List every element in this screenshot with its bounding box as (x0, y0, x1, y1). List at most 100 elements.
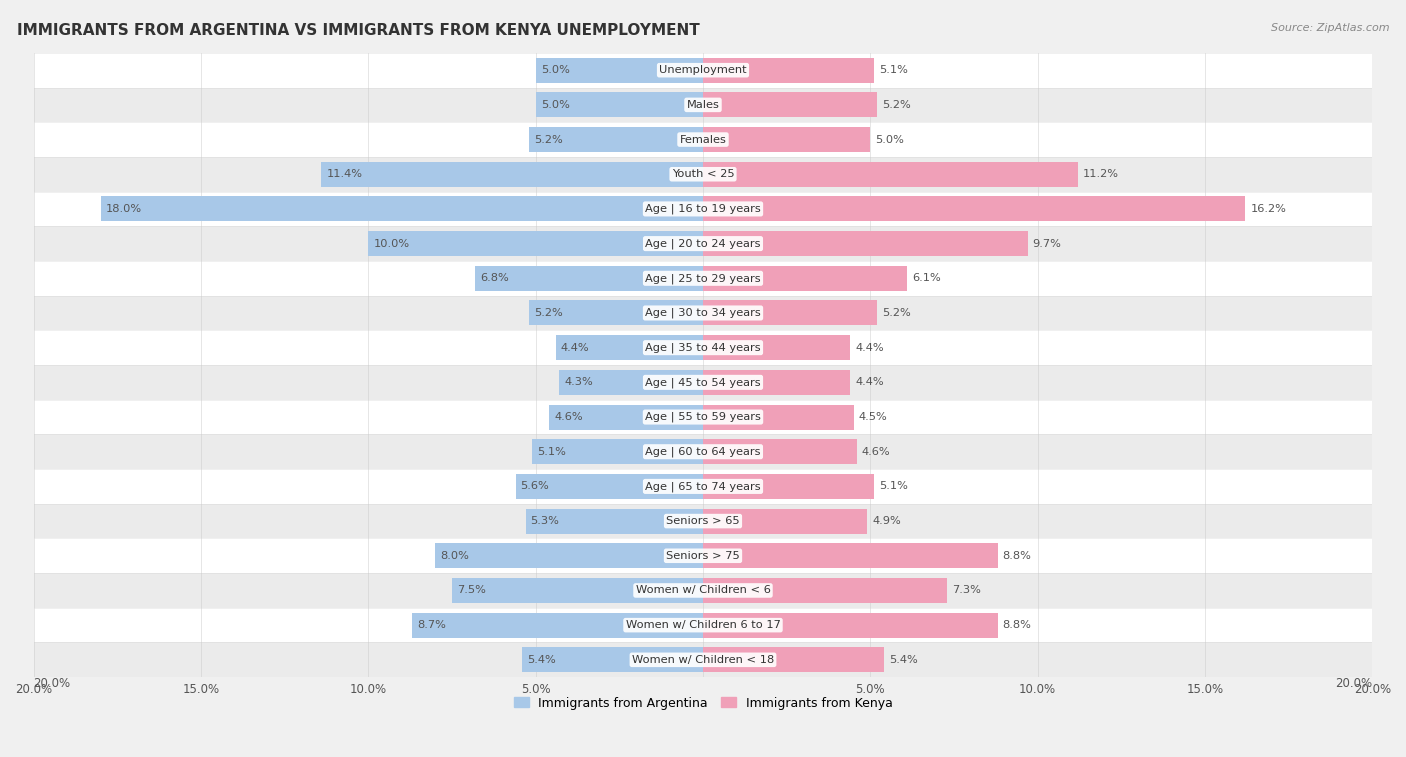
Text: 4.6%: 4.6% (554, 412, 582, 422)
Text: Age | 25 to 29 years: Age | 25 to 29 years (645, 273, 761, 284)
Text: 5.6%: 5.6% (520, 481, 550, 491)
Text: Age | 60 to 64 years: Age | 60 to 64 years (645, 447, 761, 457)
Bar (34, 157, 1372, 192)
Bar (703, 231, 1028, 256)
Text: 4.5%: 4.5% (859, 412, 887, 422)
Bar (100, 197, 703, 221)
Text: 7.5%: 7.5% (457, 585, 486, 596)
Bar (516, 474, 703, 499)
Bar (34, 192, 1372, 226)
Bar (703, 335, 851, 360)
Bar (555, 335, 703, 360)
Text: 5.3%: 5.3% (530, 516, 560, 526)
Bar (412, 612, 703, 637)
Bar (529, 301, 703, 326)
Text: 4.4%: 4.4% (855, 377, 884, 388)
Text: 5.2%: 5.2% (882, 100, 911, 110)
Text: 8.0%: 8.0% (440, 551, 470, 561)
Text: 10.0%: 10.0% (374, 238, 409, 248)
Bar (34, 226, 1372, 261)
Bar (548, 404, 703, 429)
Text: 11.4%: 11.4% (326, 170, 363, 179)
Bar (322, 162, 703, 187)
Bar (703, 578, 948, 603)
Bar (703, 127, 870, 152)
Bar (536, 92, 703, 117)
Text: 4.3%: 4.3% (564, 377, 593, 388)
Bar (34, 88, 1372, 122)
Text: 16.2%: 16.2% (1250, 204, 1286, 214)
Bar (34, 469, 1372, 503)
Text: 9.7%: 9.7% (1032, 238, 1062, 248)
Bar (703, 266, 907, 291)
Bar (703, 301, 877, 326)
Text: 5.1%: 5.1% (537, 447, 567, 456)
Text: Age | 16 to 19 years: Age | 16 to 19 years (645, 204, 761, 214)
Bar (34, 503, 1372, 538)
Text: 4.6%: 4.6% (862, 447, 890, 456)
Text: 20.0%: 20.0% (34, 678, 70, 690)
Bar (703, 439, 858, 464)
Text: 20.0%: 20.0% (1336, 678, 1372, 690)
Text: 5.4%: 5.4% (889, 655, 918, 665)
Text: Males: Males (686, 100, 720, 110)
Text: Youth < 25: Youth < 25 (672, 170, 734, 179)
Text: Seniors > 75: Seniors > 75 (666, 551, 740, 561)
Text: 5.1%: 5.1% (879, 481, 908, 491)
Text: Age | 55 to 59 years: Age | 55 to 59 years (645, 412, 761, 422)
Bar (703, 197, 1246, 221)
Bar (451, 578, 703, 603)
Text: Age | 45 to 54 years: Age | 45 to 54 years (645, 377, 761, 388)
Bar (703, 509, 868, 534)
Bar (703, 92, 877, 117)
Bar (34, 435, 1372, 469)
Bar (34, 53, 1372, 88)
Bar (368, 231, 703, 256)
Bar (560, 370, 703, 395)
Bar (703, 647, 884, 672)
Bar (533, 439, 703, 464)
Bar (34, 296, 1372, 330)
Bar (522, 647, 703, 672)
Bar (703, 612, 997, 637)
Bar (34, 400, 1372, 435)
Text: 8.8%: 8.8% (1002, 620, 1032, 630)
Text: 4.9%: 4.9% (872, 516, 901, 526)
Bar (703, 162, 1078, 187)
Text: 4.4%: 4.4% (561, 343, 589, 353)
Text: Seniors > 65: Seniors > 65 (666, 516, 740, 526)
Bar (529, 127, 703, 152)
Text: IMMIGRANTS FROM ARGENTINA VS IMMIGRANTS FROM KENYA UNEMPLOYMENT: IMMIGRANTS FROM ARGENTINA VS IMMIGRANTS … (17, 23, 700, 38)
Bar (475, 266, 703, 291)
Text: Women w/ Children < 18: Women w/ Children < 18 (631, 655, 775, 665)
Bar (436, 544, 703, 569)
Text: 8.8%: 8.8% (1002, 551, 1032, 561)
Text: 5.2%: 5.2% (882, 308, 911, 318)
Bar (34, 608, 1372, 643)
Bar (34, 365, 1372, 400)
Text: 4.4%: 4.4% (855, 343, 884, 353)
Bar (34, 573, 1372, 608)
Bar (703, 58, 873, 83)
Text: 6.1%: 6.1% (912, 273, 941, 283)
Text: 5.0%: 5.0% (541, 100, 569, 110)
Text: 5.1%: 5.1% (879, 65, 908, 75)
Text: Females: Females (679, 135, 727, 145)
Text: 6.8%: 6.8% (481, 273, 509, 283)
Text: 18.0%: 18.0% (105, 204, 142, 214)
Text: Age | 35 to 44 years: Age | 35 to 44 years (645, 342, 761, 353)
Bar (703, 544, 997, 569)
Text: 5.2%: 5.2% (534, 135, 562, 145)
Text: Age | 65 to 74 years: Age | 65 to 74 years (645, 481, 761, 491)
Text: 8.7%: 8.7% (416, 620, 446, 630)
Bar (34, 538, 1372, 573)
Bar (526, 509, 703, 534)
Text: Age | 20 to 24 years: Age | 20 to 24 years (645, 238, 761, 249)
Bar (703, 404, 853, 429)
Bar (703, 474, 873, 499)
Bar (703, 370, 851, 395)
Text: Women w/ Children 6 to 17: Women w/ Children 6 to 17 (626, 620, 780, 630)
Text: 7.3%: 7.3% (952, 585, 981, 596)
Bar (34, 261, 1372, 296)
Bar (34, 330, 1372, 365)
